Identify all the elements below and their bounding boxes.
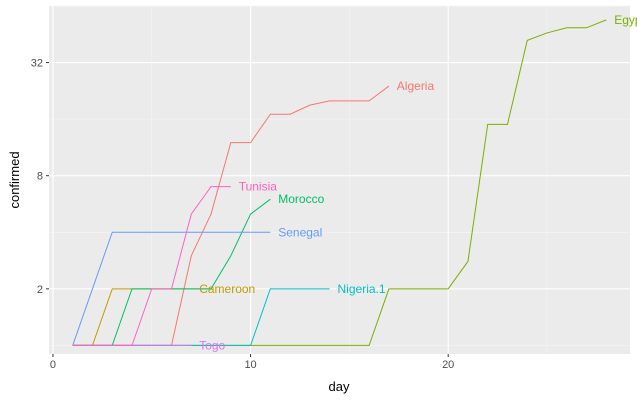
series-label-tunisia: Tunisia	[239, 180, 278, 194]
y-axis-title: confirmed	[7, 151, 22, 208]
x-tick-label: 10	[244, 359, 256, 371]
y-tick-label: 2	[37, 284, 43, 296]
x-axis-title: day	[329, 379, 350, 394]
series-label-nigeria-1: Nigeria.1	[338, 282, 386, 296]
plot-panel	[49, 6, 630, 354]
series-label-algeria: Algeria	[397, 79, 435, 93]
x-tick-label: 20	[442, 359, 454, 371]
x-tick-label: 0	[50, 359, 56, 371]
series-label-egypt: Egypt	[614, 13, 637, 27]
series-lines	[72, 19, 607, 346]
series-line-senegal	[72, 231, 271, 346]
x-axis: 0 10 20	[50, 354, 454, 371]
series-labels: Algeria Cameroon Egypt Morocco Nigeria.1 Sene…	[199, 13, 637, 353]
series-label-senegal: Senegal	[278, 225, 322, 239]
series-label-togo: Togo	[199, 338, 225, 352]
y-tick-label: 32	[31, 58, 43, 70]
series-label-morocco: Morocco	[278, 192, 324, 206]
series-label-cameroon: Cameroon	[199, 282, 255, 296]
y-axis: 2 8 32	[31, 58, 49, 296]
y-tick-label: 8	[37, 171, 43, 183]
series-line-tunisia	[72, 186, 231, 346]
